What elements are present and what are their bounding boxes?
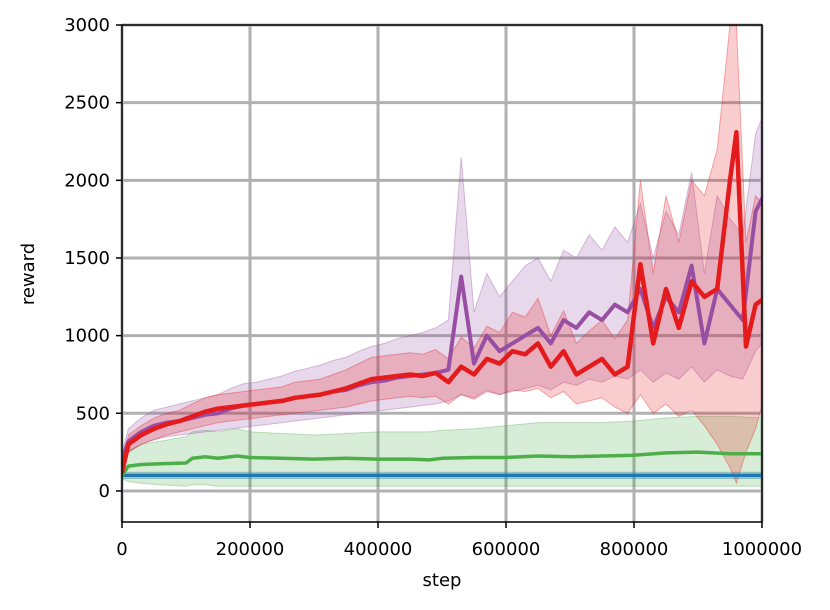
band-layer xyxy=(122,25,762,487)
x-axis-title: step xyxy=(423,570,462,591)
series-1-band xyxy=(122,415,762,487)
line-layer xyxy=(122,129,762,478)
x-tick-label: 200000 xyxy=(216,539,285,560)
y-axis-title: reward xyxy=(18,243,39,305)
x-tick-label: 400000 xyxy=(344,539,413,560)
y-tick-label: 500 xyxy=(76,403,110,424)
y-tick-label: 1500 xyxy=(64,248,110,269)
series-3-line xyxy=(122,129,762,475)
y-tick-label: 0 xyxy=(99,481,110,502)
y-tick-label: 3000 xyxy=(64,15,110,36)
x-tick-label: 0 xyxy=(116,539,127,560)
series-1-line xyxy=(122,450,762,478)
y-tick-label: 2000 xyxy=(64,170,110,191)
y-tick-label: 1000 xyxy=(64,326,110,347)
y-tick-label: 2500 xyxy=(64,93,110,114)
x-tick-label: 800000 xyxy=(600,539,669,560)
x-tick-label: 600000 xyxy=(472,539,541,560)
axis-layer: 0 200000 400000 600000 800000 1000000 0 500 1000… xyxy=(64,15,802,560)
series-3-band xyxy=(122,25,762,485)
plot-frame xyxy=(121,24,763,523)
series-2-band xyxy=(122,118,762,468)
x-tick-label: 1000000 xyxy=(722,539,802,560)
